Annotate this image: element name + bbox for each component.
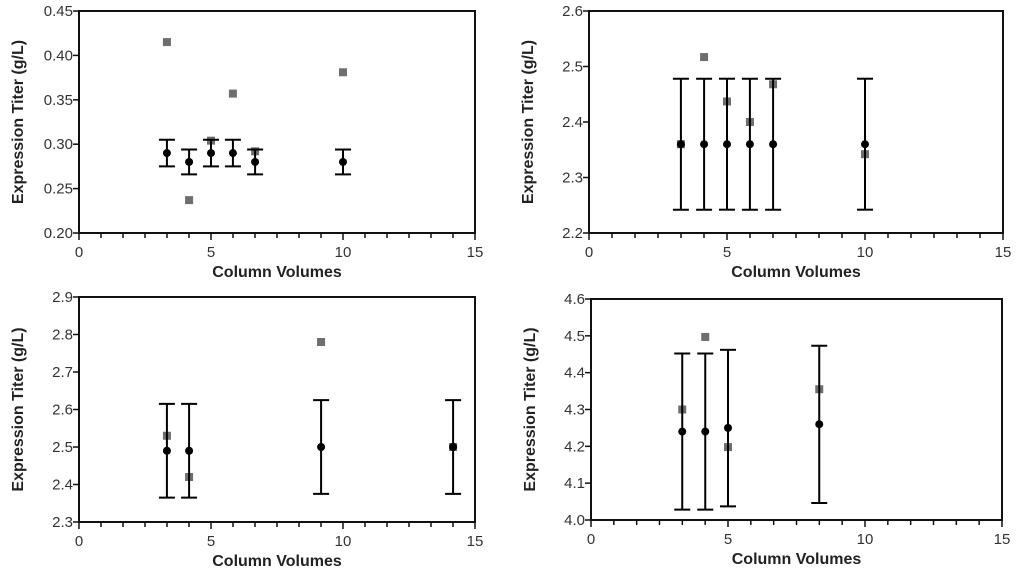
y-axis-title: Expression Titer (g/L) [520, 40, 537, 204]
x-tick-label: 0 [75, 533, 83, 550]
square-marker [317, 338, 326, 346]
mean-marker [162, 446, 171, 455]
chart-panel-4: 0 5 10 15 4.0 4.1 4.2 4.3 4.4 4.5 4.6 Column Volume… [522, 291, 1010, 568]
x-axis-title: Column Volumes [731, 264, 861, 281]
y-tick-label: 4.5 [564, 328, 585, 345]
x-tick-label: 5 [724, 531, 732, 548]
y-tick-label: 4.1 [564, 475, 585, 492]
x-tick-label: 5 [723, 244, 731, 261]
mean-marker [162, 149, 171, 158]
y-tick-label: 0.45 [44, 3, 73, 20]
mean-marker [701, 427, 710, 436]
mean-marker [185, 157, 194, 166]
y-axis-title: Expression Titer (g/L) [10, 40, 27, 204]
mean-marker [449, 443, 458, 451]
y-axis-title: Expression Titer (g/L) [10, 327, 27, 491]
x-tick-label: 15 [467, 533, 484, 550]
y-tick-label: 2.5 [562, 59, 583, 76]
mean-marker [339, 157, 347, 166]
y-tick-label: 2.8 [52, 327, 73, 344]
x-tick-label: 15 [467, 244, 484, 261]
x-axis-title: Column Volumes [732, 551, 862, 568]
y-tick-label: 0.40 [44, 47, 73, 64]
y-tick-label: 2.3 [52, 514, 73, 531]
square-marker [162, 38, 171, 47]
plot-frame [78, 296, 476, 523]
y-tick-label: 2.4 [52, 477, 73, 494]
x-tick-label: 10 [857, 244, 874, 261]
y-tick-label: 2.6 [562, 3, 583, 20]
x-tick-label: 0 [75, 244, 83, 261]
mean-marker [724, 423, 732, 432]
mean-marker [317, 443, 326, 451]
y-tick-label: 4.3 [564, 402, 585, 419]
plot-frame [590, 298, 1003, 521]
x-tick-label: 10 [335, 244, 352, 261]
x-tick-label: 5 [207, 533, 215, 550]
y-tick-label: 2.3 [562, 170, 583, 187]
x-tick-label: 5 [207, 244, 215, 261]
mean-marker [700, 140, 709, 149]
x-axis-title: Column Volumes [212, 553, 342, 570]
x-tick-label: 10 [335, 533, 352, 550]
y-tick-label: 2.6 [52, 402, 73, 419]
mean-marker [861, 140, 869, 149]
chart-panel-3: 0 5 10 15 2.3 2.4 2.5 2.6 2.7 2.8 2.9 Column Volume… [10, 289, 483, 570]
y-tick-label: 4.0 [564, 512, 585, 529]
y-tick-label: 4.2 [564, 438, 585, 455]
y-axis-title: Expression Titer (g/L) [522, 327, 539, 491]
y-tick-label: 2.9 [52, 289, 73, 306]
mean-marker [745, 140, 754, 149]
mean-marker [815, 420, 824, 429]
mean-marker [207, 149, 215, 158]
mean-marker [676, 140, 685, 149]
y-tick-label: 0.20 [44, 225, 73, 242]
mean-marker [678, 427, 687, 436]
x-tick-label: 15 [995, 244, 1012, 261]
mean-marker [251, 157, 260, 166]
plot-frame [78, 10, 476, 234]
y-tick-label: 2.7 [52, 364, 73, 381]
chart-panel-1: 0 5 10 15 0.20 0.25 0.30 0.35 0.40 0.45 Column Vol… [10, 3, 483, 281]
y-tick-label: 4.6 [564, 291, 585, 308]
x-tick-label: 0 [585, 244, 593, 261]
mean-marker [228, 149, 237, 158]
y-tick-label: 2.5 [52, 439, 73, 456]
y-tick-label: 0.25 [44, 181, 73, 198]
y-tick-label: 2.4 [562, 114, 583, 131]
y-tick-label: 2.2 [562, 225, 583, 242]
square-marker [185, 196, 194, 205]
y-tick-label: 0.35 [44, 92, 73, 109]
x-axis-title: Column Volumes [212, 264, 342, 281]
mean-marker [769, 140, 778, 149]
y-tick-label: 0.30 [44, 136, 73, 153]
x-tick-label: 15 [994, 531, 1011, 548]
x-tick-label: 10 [857, 531, 874, 548]
chart-panel-2: 0 5 10 15 2.2 2.3 2.4 2.5 2.6 Column Volumes Expre… [520, 3, 1011, 281]
square-marker [700, 53, 709, 62]
mean-marker [185, 446, 194, 455]
square-marker [228, 89, 237, 98]
x-tick-label: 0 [587, 531, 595, 548]
mean-marker [723, 140, 731, 149]
square-marker [701, 332, 710, 341]
plot-frame [588, 10, 1004, 234]
square-marker [339, 68, 347, 77]
y-tick-label: 4.4 [564, 365, 585, 382]
